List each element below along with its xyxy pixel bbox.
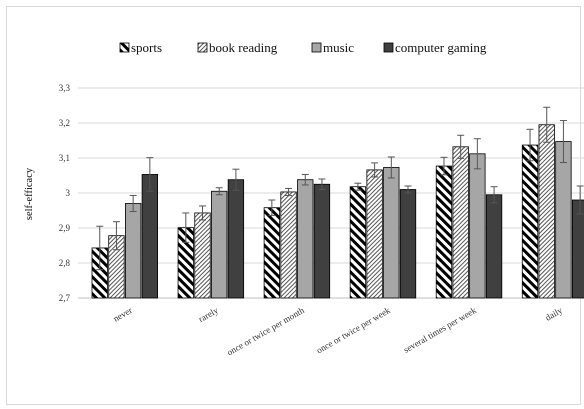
x-tick-label: never	[111, 305, 133, 324]
bar-music	[555, 141, 572, 299]
bar-music	[297, 179, 314, 299]
bars	[91, 124, 584, 299]
legend: sports book reading music computer gaming	[119, 40, 487, 55]
bar-sports	[435, 165, 453, 299]
bar-music	[383, 167, 400, 299]
legend-swatch	[383, 42, 394, 53]
legend-swatch	[311, 42, 322, 53]
x-tick-label: several times per week	[402, 305, 479, 355]
x-axis-ticks: never rarely once or twice per month once o…	[111, 305, 564, 358]
y-tick-label: 3,2	[59, 118, 70, 128]
bar-sports	[521, 144, 539, 299]
y-tick-label: 2,7	[59, 293, 71, 303]
x-tick-label: once or twice per month	[225, 305, 306, 358]
error-bars	[96, 106, 584, 271]
bar-music	[469, 153, 486, 299]
y-axis-ticks: 2,7 2,8 2,9 3 3,1 3,2 3,3	[59, 83, 71, 303]
bar-sports	[349, 186, 367, 299]
bar-computer-gaming	[399, 189, 417, 299]
legend-label: book reading	[209, 40, 278, 55]
y-tick-label: 3	[66, 188, 71, 198]
legend-label: sports	[131, 40, 162, 55]
y-axis-label: self-efficacy	[24, 167, 35, 220]
legend-swatch	[119, 42, 130, 53]
bar-music	[211, 190, 228, 299]
bar-computer-gaming	[571, 199, 584, 299]
x-tick-label: daily	[543, 305, 564, 323]
x-tick-label: rarely	[197, 305, 221, 324]
legend-label: computer gaming	[395, 40, 487, 55]
y-tick-label: 3,1	[59, 153, 70, 163]
bar-book-reading	[452, 146, 469, 299]
bar-book-reading	[366, 169, 383, 299]
bar-computer-gaming	[141, 174, 159, 299]
bar-music	[125, 203, 142, 299]
legend-label: music	[323, 40, 354, 55]
bar-sports	[263, 207, 281, 299]
bar-book-reading	[194, 212, 211, 299]
bar-book-reading	[538, 124, 555, 299]
bar-computer-gaming	[227, 179, 245, 299]
bar-book-reading	[280, 191, 297, 299]
y-tick-label: 3,3	[59, 83, 71, 93]
bar-computer-gaming	[313, 183, 331, 299]
y-tick-label: 2,8	[59, 258, 71, 268]
bar-computer-gaming	[485, 194, 503, 299]
x-tick-label: once or twice per week	[315, 305, 393, 356]
y-tick-label: 2,9	[59, 223, 71, 233]
legend-swatch	[197, 42, 208, 53]
